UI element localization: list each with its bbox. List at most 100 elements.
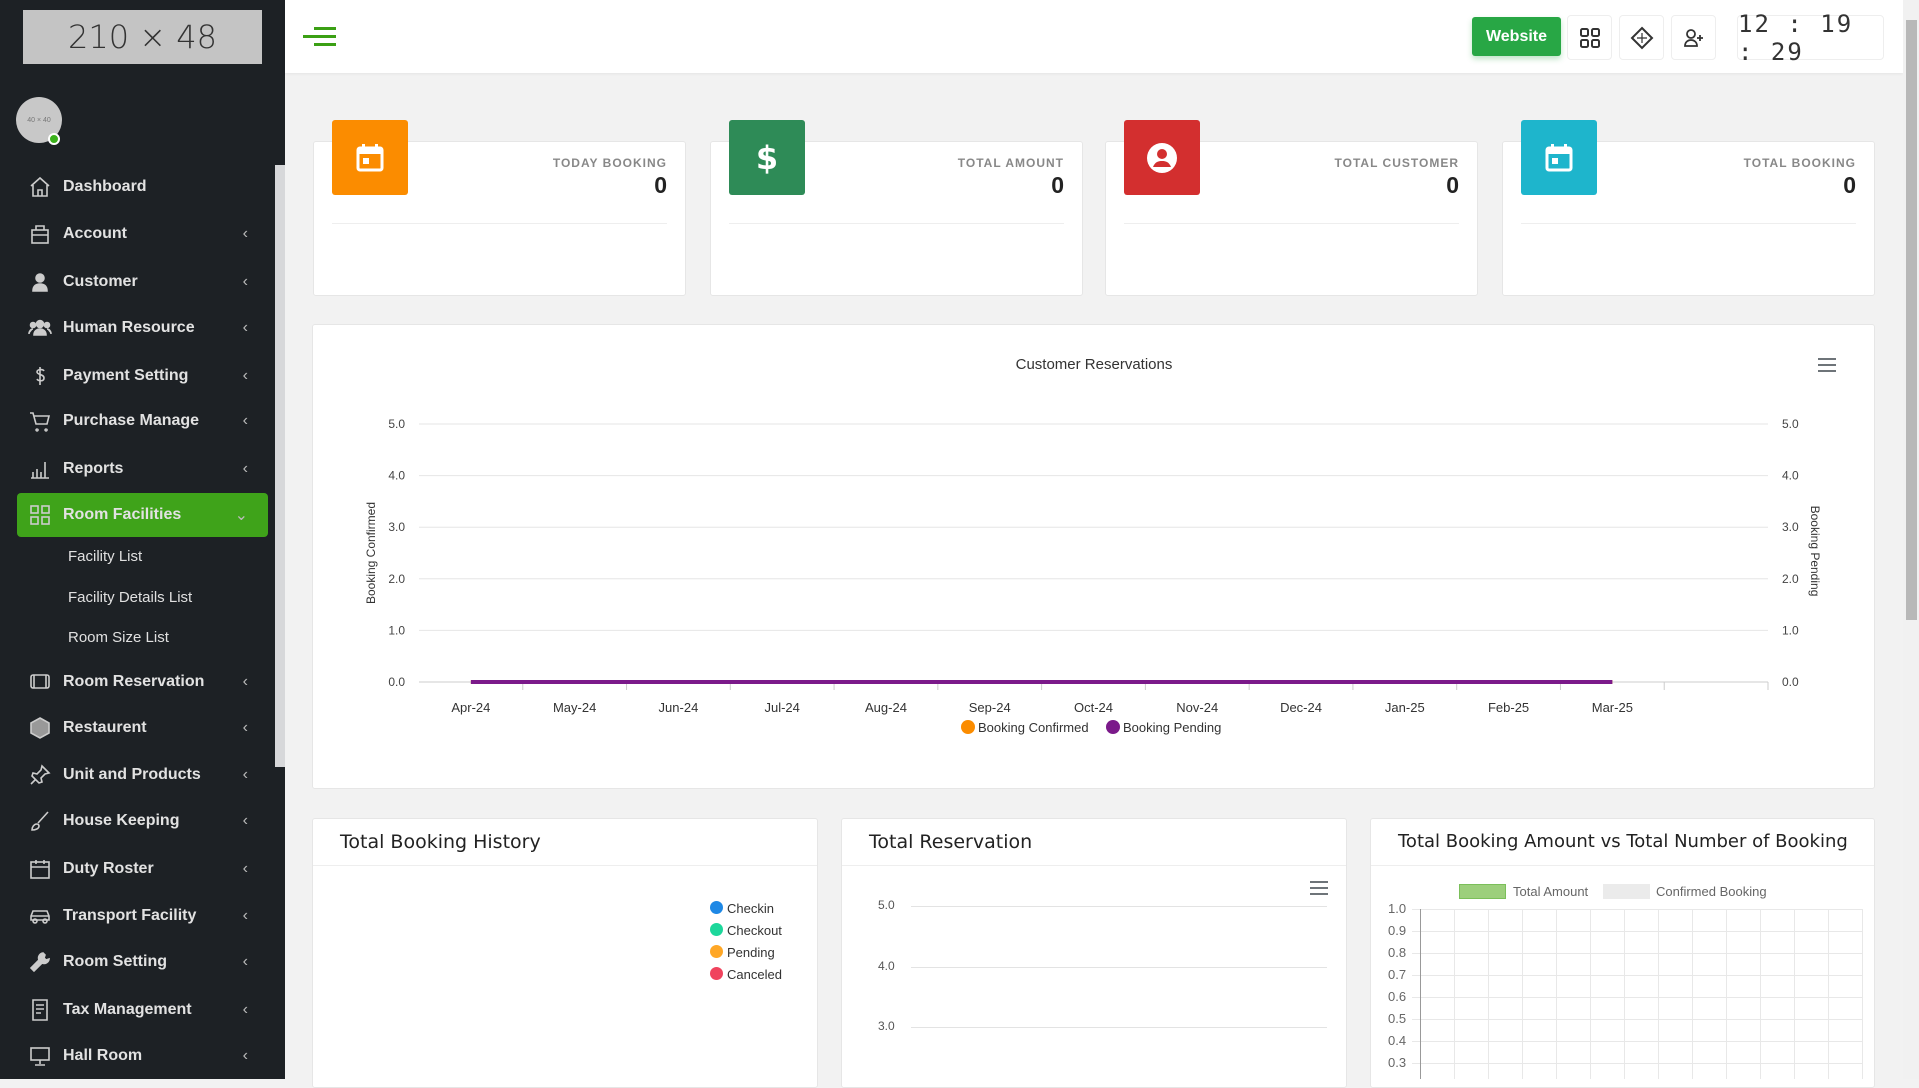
legend-marker (710, 967, 723, 980)
sidebar-subitem-facility-details-list[interactable]: Facility Details List (68, 589, 193, 606)
y-tick-label: 1.0 (1388, 901, 1407, 916)
user-plus-icon (1683, 28, 1703, 47)
sidebar-item-reports[interactable]: Reports ‹ (17, 447, 268, 491)
gridline (1794, 909, 1795, 1079)
x-tick-label: Nov-24 (1176, 700, 1218, 715)
chevron-left-icon: ‹ (242, 719, 248, 736)
sidebar: 210 × 48 40 × 40 Dashboard Account ‹ Cus… (0, 0, 285, 1079)
legend-label: Booking Confirmed (978, 720, 1089, 735)
sidebar-scrollbar[interactable] (275, 165, 285, 767)
sidebar-item-hall-room[interactable]: Hall Room ‹ (17, 1034, 268, 1078)
x-tick-label: Apr-24 (451, 700, 490, 715)
y-tick-label: 2.0 (388, 572, 405, 586)
chart-menu-icon[interactable] (1310, 881, 1328, 895)
gridline (1454, 909, 1455, 1079)
sidebar-item-dashboard[interactable]: Dashboard (17, 165, 268, 209)
legend-label[interactable]: Checkout (727, 923, 782, 938)
sidebar-item-label: Dashboard (63, 178, 147, 195)
user-circle-icon (1124, 120, 1200, 195)
x-tick-label: Jun-24 (659, 700, 699, 715)
sidebar-item-label: Duty Roster (63, 860, 154, 877)
sidebar-item-unit-and-products[interactable]: Unit and Products ‹ (17, 753, 268, 797)
sidebar-item-room-facilities[interactable]: Room Facilities ⌄ (17, 493, 268, 537)
sidebar-item-payment-setting[interactable]: Payment Setting ‹ (17, 354, 268, 398)
legend-label[interactable]: Canceled (727, 967, 782, 982)
legend-label[interactable]: Confirmed Booking (1656, 884, 1767, 899)
sidebar-item-tax-management[interactable]: Tax Management ‹ (17, 988, 268, 1032)
sidebar-item-duty-roster[interactable]: Duty Roster ‹ (17, 847, 268, 891)
calendar-icon (332, 120, 408, 195)
sidebar-item-label: Room Setting (63, 953, 167, 970)
sidebar-item-account[interactable]: Account ‹ (17, 212, 268, 256)
user-icon (27, 269, 53, 295)
gridline (1412, 931, 1863, 932)
menu-toggle-icon[interactable] (303, 27, 336, 47)
sidebar-item-customer[interactable]: Customer ‹ (17, 260, 268, 304)
x-tick-label: Aug-24 (865, 700, 907, 715)
chevron-left-icon: ‹ (242, 367, 248, 384)
chevron-left-icon: ‹ (242, 460, 248, 477)
sidebar-item-room-setting[interactable]: Room Setting ‹ (17, 940, 268, 984)
chevron-left-icon: ‹ (242, 766, 248, 783)
legend-label[interactable]: Pending (727, 945, 775, 960)
y-tick-label: 0.4 (1388, 1033, 1407, 1048)
grid-icon (27, 502, 53, 528)
sidebar-item-purchase-manage[interactable]: Purchase Manage ‹ (17, 399, 268, 443)
gridline (1488, 909, 1489, 1079)
gridline (1760, 909, 1761, 1079)
gridline (1420, 909, 1421, 1079)
sidebar-subitem-room-size-list[interactable]: Room Size List (68, 629, 169, 646)
y2-tick-label: 1.0 (1782, 623, 1799, 637)
sidebar-item-transport-facility[interactable]: Transport Facility ‹ (17, 894, 268, 938)
sidebar-subitem-facility-list[interactable]: Facility List (68, 548, 143, 565)
apps-grid-button[interactable] (1567, 15, 1612, 60)
sidebar-item-room-reservation[interactable]: Room Reservation ‹ (17, 660, 268, 704)
gridline (1412, 997, 1863, 998)
sidebar-item-restaurent[interactable]: Restaurent ‹ (17, 706, 268, 750)
chevron-left-icon: ‹ (242, 673, 248, 690)
total-reservation-card: Total Reservation (841, 818, 1347, 1088)
sidebar-item-house-keeping[interactable]: House Keeping ‹ (17, 799, 268, 843)
website-button[interactable]: Website (1472, 17, 1561, 56)
fullscreen-button[interactable] (1619, 15, 1664, 60)
gridline (911, 1027, 1327, 1028)
chevron-left-icon: ‹ (242, 273, 248, 290)
dollar-icon: $ (729, 120, 805, 195)
stat-value: 0 (1051, 172, 1064, 198)
chevron-left-icon: ‹ (242, 225, 248, 242)
calendar-icon (1521, 120, 1597, 195)
x-tick-label: Jan-25 (1385, 700, 1425, 715)
sidebar-item-human-resource[interactable]: Human Resource ‹ (17, 306, 268, 350)
sidebar-item-label: Human Resource (63, 319, 195, 336)
legend-marker (961, 720, 975, 734)
stat-value: 0 (654, 172, 667, 198)
brush-icon (27, 808, 53, 834)
logo[interactable]: 210 × 48 (23, 10, 262, 64)
sidebar-item-label: Transport Facility (63, 907, 197, 924)
svg-text:$: $ (756, 140, 778, 176)
gridline (1862, 909, 1863, 1079)
sidebar-item-label: Purchase Manage (63, 412, 200, 429)
legend-label[interactable]: Total Amount (1513, 884, 1589, 899)
move-diamond-icon (1630, 26, 1653, 49)
x-tick-label: Mar-25 (1592, 700, 1633, 715)
chevron-down-icon: ⌄ (234, 507, 248, 524)
stat-value: 0 (1843, 172, 1856, 198)
sidebar-item-label: Room Reservation (63, 673, 205, 690)
page-scrollbar[interactable] (1903, 0, 1919, 1079)
sidebar-item-label: Reports (63, 460, 124, 477)
gridline (1412, 909, 1863, 910)
legend-label[interactable]: Checkin (727, 901, 774, 916)
y-tick-label: 0.9 (1388, 923, 1407, 938)
briefcase-icon (27, 221, 53, 247)
y2-tick-label: 0.0 (1782, 675, 1799, 689)
wrench-icon (27, 949, 53, 975)
chart-menu-icon[interactable] (1818, 358, 1836, 372)
y-tick-label: 0.6 (1388, 989, 1407, 1004)
add-user-button[interactable] (1671, 15, 1716, 60)
y-tick-label: 0.0 (388, 675, 405, 689)
y2-tick-label: 3.0 (1782, 520, 1799, 534)
y-axis-title: Booking Confirmed (364, 502, 378, 604)
chevron-left-icon: ‹ (242, 1001, 248, 1018)
y-tick-label: 0.3 (1388, 1055, 1407, 1070)
